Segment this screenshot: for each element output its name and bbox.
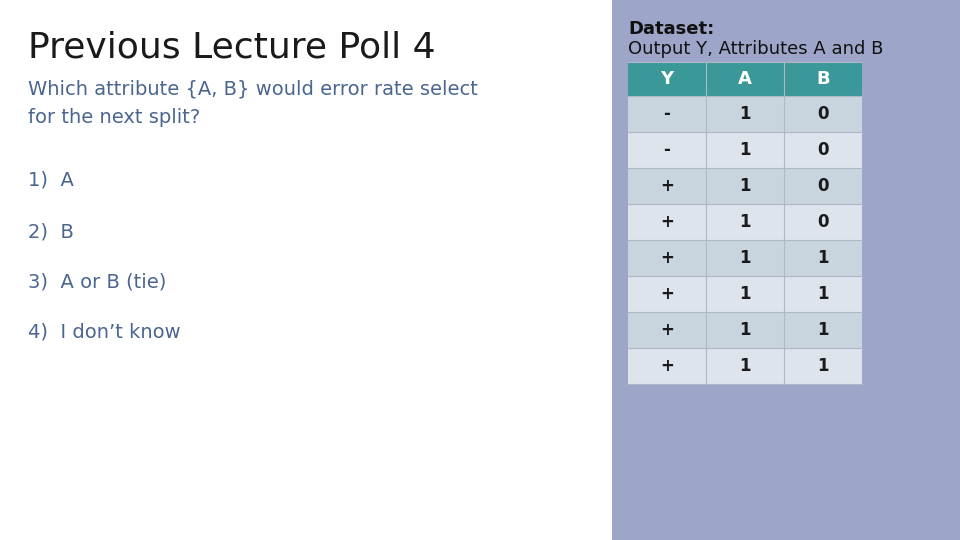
Text: 1: 1 [817, 321, 828, 339]
Bar [628, 312, 862, 348]
Text: 0: 0 [817, 105, 828, 123]
Text: 0: 0 [817, 141, 828, 159]
Text: +: + [660, 285, 674, 303]
Text: 0: 0 [817, 213, 828, 231]
Text: 1: 1 [739, 213, 751, 231]
Text: -: - [663, 141, 670, 159]
Text: 1: 1 [739, 141, 751, 159]
Text: 2)  B: 2) B [28, 222, 74, 241]
Text: +: + [660, 213, 674, 231]
Text: 1: 1 [739, 177, 751, 195]
Bar [628, 132, 862, 168]
Bar [628, 204, 862, 240]
Text: 1: 1 [739, 285, 751, 303]
Text: 1: 1 [817, 249, 828, 267]
Text: +: + [660, 357, 674, 375]
Text: -: - [663, 105, 670, 123]
Text: +: + [660, 321, 674, 339]
Bar [628, 96, 862, 132]
Text: +: + [660, 249, 674, 267]
Text: 1: 1 [817, 285, 828, 303]
Bar [628, 240, 862, 276]
Bar [612, 0, 960, 540]
Text: Which attribute {A, B} would error rate select
for the next split?: Which attribute {A, B} would error rate … [28, 80, 478, 127]
Text: 1: 1 [739, 357, 751, 375]
Text: 1: 1 [739, 105, 751, 123]
Text: 1: 1 [739, 321, 751, 339]
Text: B: B [816, 70, 829, 88]
Text: +: + [660, 177, 674, 195]
Bar [628, 168, 862, 204]
Bar [628, 62, 862, 96]
Text: Dataset:: Dataset: [628, 20, 714, 38]
Text: Previous Lecture Poll 4: Previous Lecture Poll 4 [28, 30, 436, 64]
Text: 1: 1 [739, 249, 751, 267]
Text: Y: Y [660, 70, 674, 88]
Text: 4)  I don’t know: 4) I don’t know [28, 322, 180, 341]
Bar [628, 348, 862, 384]
Text: Output Y, Attributes A and B: Output Y, Attributes A and B [628, 40, 883, 58]
Text: A: A [738, 70, 752, 88]
Text: 3)  A or B (tie): 3) A or B (tie) [28, 272, 166, 291]
Text: 1: 1 [817, 357, 828, 375]
Text: 0: 0 [817, 177, 828, 195]
Bar [628, 276, 862, 312]
Text: 1)  A: 1) A [28, 170, 74, 189]
